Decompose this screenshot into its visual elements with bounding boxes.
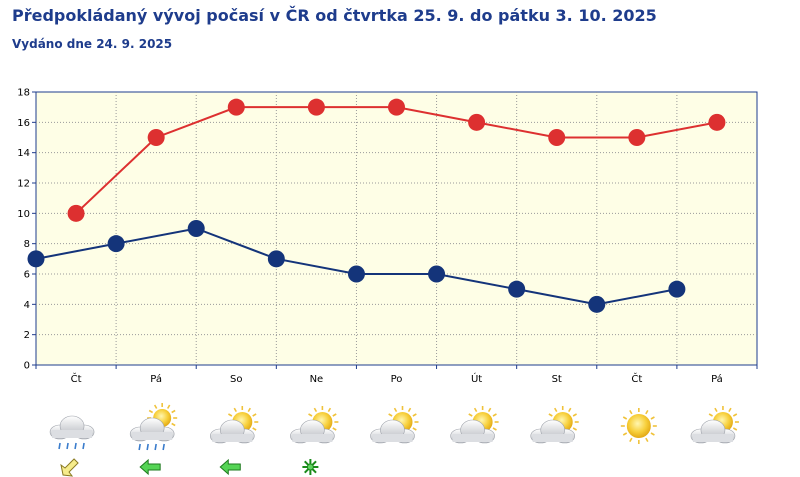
x-tick-label: Ne (310, 374, 324, 385)
y-tick-label: 12 (17, 179, 30, 190)
x-tick-label: Po (391, 374, 403, 385)
x-tick-label: Čt (71, 372, 82, 385)
cloud-rain-icon (49, 415, 95, 450)
x-tick-label: Pá (150, 373, 162, 385)
sun-cloud-icon (690, 406, 739, 444)
sun-cloud-icon (209, 406, 259, 444)
x-tick-label: Út (471, 372, 482, 385)
data-point-1-8 (668, 280, 686, 298)
data-point-1-3 (267, 250, 285, 268)
sun-cloud-icon (530, 406, 579, 444)
data-point-0-1 (147, 129, 165, 146)
x-tick-label: Pá (711, 373, 723, 385)
page-title: Předpokládaný vývoj počasí v ČR od čtvrt… (12, 6, 657, 25)
y-tick-label: 0 (24, 361, 30, 372)
y-axis: 0 2 4 6 8 10 12 14 16 18 (17, 88, 36, 372)
series-group (27, 98, 726, 313)
sun-cloud-icon (290, 406, 339, 444)
wind-west-arrow-icon (139, 458, 161, 476)
data-point-0-8 (708, 113, 726, 131)
data-point-0-2 (227, 98, 245, 116)
sun-cloud-icon (370, 406, 419, 444)
data-point-0-3 (307, 98, 325, 116)
x-tick-label: Čt (631, 372, 642, 385)
y-tick-label: 8 (24, 239, 30, 250)
wind-ne-arrow-icon (60, 458, 79, 477)
y-tick-label: 2 (24, 330, 30, 341)
y-tick-label: 10 (17, 209, 30, 220)
calm-wind-icon (302, 459, 319, 475)
data-point-0-6 (548, 129, 566, 146)
x-tick-label: St (552, 374, 562, 385)
x-axis: Čt Pá So Ne Po Út St Čt Pá (35, 365, 758, 385)
data-point-0-4 (388, 98, 405, 116)
sun-cloud-rain-icon (129, 403, 178, 451)
y-tick-label: 14 (17, 148, 30, 159)
data-point-0-7 (628, 129, 646, 146)
plot-area (35, 91, 758, 366)
data-point-1-0 (27, 250, 45, 268)
data-point-1-4 (347, 265, 365, 283)
sun-cloud-icon (450, 406, 499, 444)
y-tick-label: 18 (17, 88, 30, 99)
y-tick-label: 16 (17, 118, 30, 129)
data-point-1-1 (107, 235, 125, 253)
weather-icons (49, 403, 739, 477)
x-tick-label: So (230, 374, 242, 385)
data-point-0-0 (67, 204, 85, 222)
data-point-1-7 (588, 295, 606, 313)
sun-icon (620, 408, 657, 444)
wind-west-arrow-icon (219, 458, 241, 476)
data-point-0-5 (468, 113, 486, 131)
data-point-1-5 (428, 265, 446, 283)
data-point-1-6 (508, 280, 526, 298)
issued-date: Vydáno dne 24. 9. 2025 (12, 37, 173, 51)
y-tick-label: 6 (24, 270, 30, 281)
y-tick-label: 4 (24, 300, 30, 311)
data-point-1-2 (187, 220, 205, 237)
